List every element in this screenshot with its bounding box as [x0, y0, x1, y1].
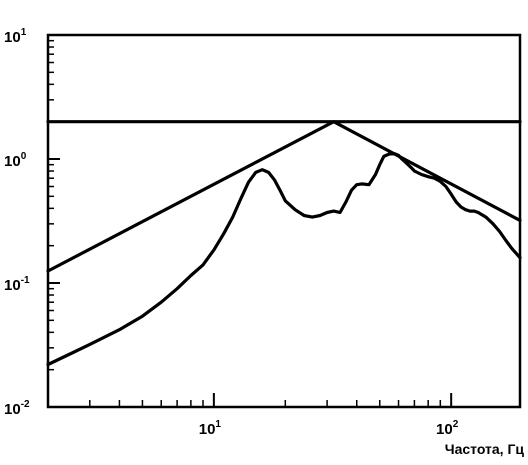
- y-tick-label: 10-2: [4, 399, 30, 418]
- y-tick-label: 101: [4, 27, 27, 46]
- x-tick-exponent: 2: [453, 419, 459, 430]
- plot-frame: [46, 33, 522, 409]
- x-tick-label: 101: [199, 419, 222, 438]
- y-tick-exponent: 0: [21, 151, 27, 162]
- series-line-3: [46, 152, 522, 367]
- x-tick-label: 102: [436, 419, 459, 438]
- y-tick-label: 10-1: [4, 275, 30, 294]
- y-tick-exponent: -2: [21, 399, 30, 410]
- major-ticks: [48, 34, 453, 408]
- y-tick-exponent: 1: [21, 27, 27, 38]
- y-tick-exponent: -1: [21, 275, 30, 286]
- x-tick-labels: 101 102: [199, 419, 459, 438]
- x-tick-exponent: 1: [215, 419, 221, 430]
- x-axis-label: Частота, Гц: [445, 441, 525, 457]
- y-tick-label: 100: [4, 151, 27, 170]
- series-layer: [46, 120, 522, 367]
- minor-ticks: [47, 39, 442, 407]
